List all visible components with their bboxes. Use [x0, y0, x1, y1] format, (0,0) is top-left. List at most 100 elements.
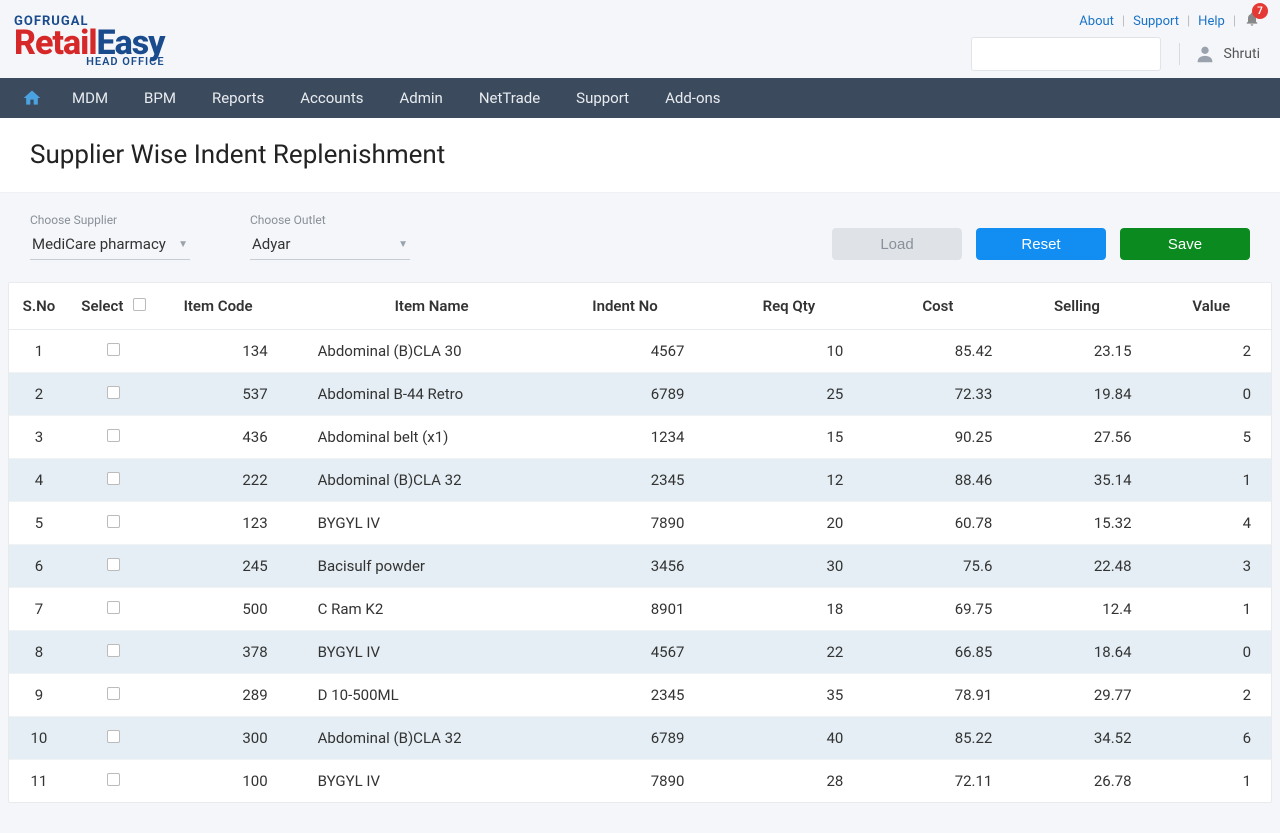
- row-checkbox[interactable]: [107, 730, 120, 743]
- table-header-row: S.No Select Item Code Item Name Indent N…: [9, 283, 1271, 330]
- cell-select: [69, 760, 159, 803]
- nav-reports[interactable]: Reports: [196, 78, 280, 118]
- data-table: S.No Select Item Code Item Name Indent N…: [9, 283, 1271, 802]
- row-checkbox[interactable]: [107, 386, 120, 399]
- th-sno: S.No: [9, 283, 69, 330]
- row-checkbox[interactable]: [107, 429, 120, 442]
- cell-indent: 4567: [556, 330, 725, 373]
- link-separator: |: [1187, 14, 1190, 29]
- cell-select: [69, 631, 159, 674]
- th-indent: Indent No: [556, 283, 725, 330]
- filter-actions: Load Reset Save: [832, 228, 1250, 260]
- cell-cost: 69.75: [873, 588, 1012, 631]
- table-row[interactable]: 8378BYGYL IV45672266.8518.640: [9, 631, 1271, 674]
- top-links: About | Support | Help | 7: [1079, 11, 1260, 31]
- cell-indent: 7890: [556, 760, 725, 803]
- table-row[interactable]: 5123BYGYL IV78902060.7815.324: [9, 502, 1271, 545]
- cell-itemcode: 378: [159, 631, 298, 674]
- cell-itemcode: 123: [159, 502, 298, 545]
- table-row[interactable]: 7500C Ram K289011869.7512.41: [9, 588, 1271, 631]
- cell-value: 2: [1162, 674, 1271, 717]
- table-row[interactable]: 6245Bacisulf powder34563075.622.483: [9, 545, 1271, 588]
- cell-sno: 6: [9, 545, 69, 588]
- reset-button[interactable]: Reset: [976, 228, 1106, 260]
- home-icon: [22, 88, 42, 108]
- nav-admin[interactable]: Admin: [383, 78, 458, 118]
- filter-bar: Choose Supplier MediCare pharmacy ▼ Choo…: [0, 193, 1280, 282]
- select-all-checkbox[interactable]: [133, 298, 146, 311]
- cell-sno: 4: [9, 459, 69, 502]
- nav-support[interactable]: Support: [560, 78, 645, 118]
- table-row[interactable]: 3436Abdominal belt (x1)12341590.2527.565: [9, 416, 1271, 459]
- cell-reqqty: 40: [724, 717, 873, 760]
- row-checkbox[interactable]: [107, 515, 120, 528]
- table-row[interactable]: 4222Abdominal (B)CLA 3223451288.4635.141: [9, 459, 1271, 502]
- row-checkbox[interactable]: [107, 773, 120, 786]
- chevron-down-icon: ▼: [178, 239, 188, 250]
- cell-select: [69, 330, 159, 373]
- cell-value: 0: [1162, 631, 1271, 674]
- row-checkbox[interactable]: [107, 644, 120, 657]
- cell-select: [69, 459, 159, 502]
- nav-accounts[interactable]: Accounts: [284, 78, 379, 118]
- search-box[interactable]: [971, 37, 1161, 71]
- table-row[interactable]: 11100BYGYL IV78902872.1126.781: [9, 760, 1271, 803]
- cell-itemname: D 10-500ML: [298, 674, 556, 717]
- cell-indent: 3456: [556, 545, 725, 588]
- cell-value: 1: [1162, 459, 1271, 502]
- cell-itemname: BYGYL IV: [298, 631, 556, 674]
- notifications-button[interactable]: 7: [1244, 11, 1260, 31]
- table-row[interactable]: 2537Abdominal B-44 Retro67892572.3319.84…: [9, 373, 1271, 416]
- nav-mdm[interactable]: MDM: [56, 78, 124, 118]
- cell-selling: 27.56: [1012, 416, 1161, 459]
- link-separator: |: [1233, 14, 1236, 29]
- row-checkbox[interactable]: [107, 601, 120, 614]
- table-body: 1134Abdominal (B)CLA 3045671085.4223.152…: [9, 330, 1271, 803]
- save-button[interactable]: Save: [1120, 228, 1250, 260]
- row-checkbox[interactable]: [107, 343, 120, 356]
- cell-itemcode: 300: [159, 717, 298, 760]
- cell-selling: 26.78: [1012, 760, 1161, 803]
- table-row[interactable]: 10300Abdominal (B)CLA 3267894085.2234.52…: [9, 717, 1271, 760]
- supplier-select[interactable]: MediCare pharmacy ▼: [30, 231, 190, 260]
- cell-value: 6: [1162, 717, 1271, 760]
- cell-selling: 12.4: [1012, 588, 1161, 631]
- row-checkbox[interactable]: [107, 472, 120, 485]
- cell-itemcode: 222: [159, 459, 298, 502]
- cell-sno: 8: [9, 631, 69, 674]
- nav-home[interactable]: [12, 88, 52, 108]
- user-menu[interactable]: Shruti: [1179, 43, 1260, 65]
- search-input[interactable]: [980, 47, 1156, 62]
- supplier-label: Choose Supplier: [30, 213, 190, 227]
- nav-bpm[interactable]: BPM: [128, 78, 192, 118]
- nav-addons[interactable]: Add-ons: [649, 78, 736, 118]
- row-checkbox[interactable]: [107, 558, 120, 571]
- page-title: Supplier Wise Indent Replenishment: [30, 140, 1250, 170]
- nav-nettrade[interactable]: NetTrade: [463, 78, 556, 118]
- search-user-row: Shruti: [971, 37, 1260, 71]
- navbar: MDM BPM Reports Accounts Admin NetTrade …: [0, 78, 1280, 118]
- cell-selling: 15.32: [1012, 502, 1161, 545]
- cell-itemname: Bacisulf powder: [298, 545, 556, 588]
- th-reqqty: Req Qty: [724, 283, 873, 330]
- table-row[interactable]: 1134Abdominal (B)CLA 3045671085.4223.152: [9, 330, 1271, 373]
- th-itemname: Item Name: [298, 283, 556, 330]
- cell-sno: 1: [9, 330, 69, 373]
- filter-left: Choose Supplier MediCare pharmacy ▼ Choo…: [30, 213, 410, 260]
- cell-value: 4: [1162, 502, 1271, 545]
- cell-itemcode: 289: [159, 674, 298, 717]
- cell-cost: 90.25: [873, 416, 1012, 459]
- th-select-label: Select: [81, 297, 123, 315]
- row-checkbox[interactable]: [107, 687, 120, 700]
- cell-selling: 29.77: [1012, 674, 1161, 717]
- load-button[interactable]: Load: [832, 228, 962, 260]
- help-link[interactable]: Help: [1198, 14, 1225, 29]
- support-link[interactable]: Support: [1133, 14, 1179, 29]
- cell-itemname: Abdominal belt (x1): [298, 416, 556, 459]
- topbar: GOFRUGAL RetailEasy HEAD OFFICE About | …: [0, 0, 1280, 78]
- cell-select: [69, 717, 159, 760]
- outlet-select[interactable]: Adyar ▼: [250, 231, 410, 260]
- about-link[interactable]: About: [1079, 14, 1114, 29]
- table-row[interactable]: 9289D 10-500ML23453578.9129.772: [9, 674, 1271, 717]
- logo[interactable]: GOFRUGAL RetailEasy HEAD OFFICE: [14, 15, 165, 67]
